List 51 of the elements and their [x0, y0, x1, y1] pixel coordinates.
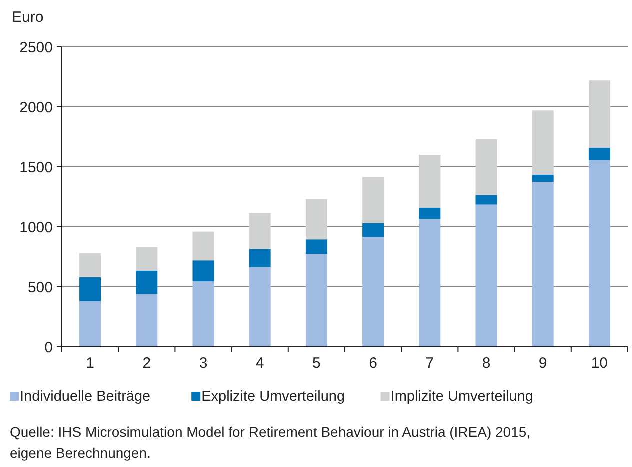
bar	[136, 247, 158, 271]
x-tick-label: 3	[199, 355, 208, 372]
bar	[80, 301, 102, 347]
bar	[80, 277, 102, 302]
source-note: Quelle: IHS Microsimulation Model for Retirement Behaviour in Austria (IREA) 2015, eigene Berechnungen.	[10, 424, 531, 461]
bar	[192, 260, 214, 282]
bar	[588, 148, 610, 160]
bar	[588, 80, 610, 148]
bar	[419, 219, 441, 347]
bar	[362, 223, 384, 238]
y-tick-label: 2500	[20, 39, 53, 56]
bar	[306, 254, 328, 347]
x-tick-label: 9	[538, 355, 548, 372]
x-tick-label: 5	[312, 355, 321, 372]
bar	[476, 139, 498, 196]
bar	[362, 177, 384, 224]
bar	[306, 240, 328, 254]
x-tick-label: 8	[482, 355, 491, 372]
legend-label: Explizite Umverteilung	[202, 389, 346, 405]
bar	[532, 182, 554, 347]
y-tick-label: 500	[28, 279, 53, 296]
bar	[362, 237, 384, 347]
bar	[419, 155, 441, 208]
y-tick-label: 2000	[20, 99, 53, 116]
y-tick-label: 1500	[20, 159, 53, 176]
y-tick-label: 0	[44, 339, 53, 356]
bar	[249, 213, 271, 250]
bar	[532, 174, 554, 182]
bar	[306, 199, 328, 240]
bar	[419, 208, 441, 220]
bar	[136, 294, 158, 347]
y-tick-label: 1000	[20, 219, 53, 236]
x-tick-label: 1	[86, 355, 94, 372]
bar	[192, 232, 214, 261]
bar	[80, 253, 102, 278]
x-tick-label: 10	[591, 355, 608, 372]
bar	[532, 110, 554, 175]
bar	[249, 249, 271, 268]
y-axis-title: Euro	[12, 9, 44, 26]
x-tick-label: 4	[256, 355, 264, 372]
bar	[136, 270, 158, 294]
x-tick-label: 7	[426, 355, 434, 372]
bar	[476, 204, 498, 347]
bar	[249, 267, 271, 347]
x-tick-label: 2	[142, 355, 152, 372]
x-tick-label: 6	[369, 355, 378, 372]
bar	[476, 195, 498, 205]
legend-label: Individuelle Beiträge	[20, 389, 151, 405]
legend-label: Implizite Umverteilung	[390, 389, 534, 405]
bar	[192, 282, 214, 347]
bar	[588, 160, 610, 347]
